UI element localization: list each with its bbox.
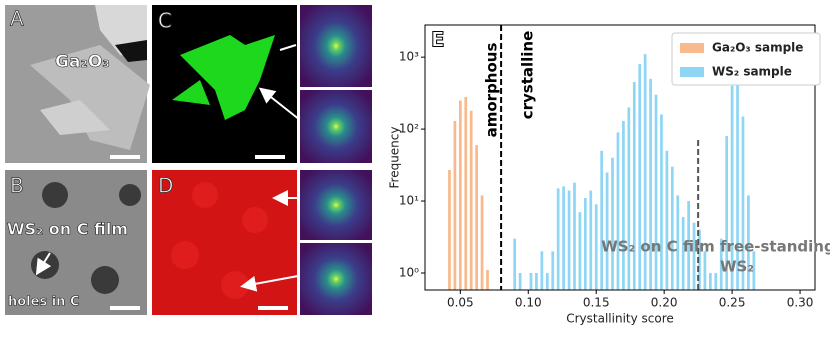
- bar: [464, 96, 468, 290]
- bar: [594, 204, 598, 290]
- bar: [469, 110, 473, 290]
- annotation: amorphous: [483, 43, 501, 138]
- bar: [458, 100, 462, 290]
- bar: [562, 186, 565, 290]
- annotation: crystalline: [519, 31, 537, 120]
- bar: [709, 272, 712, 290]
- bar: [638, 64, 642, 290]
- panel-label: B: [10, 174, 24, 198]
- legend-label: Ga₂O₃ sample: [712, 41, 803, 55]
- bar: [730, 85, 734, 291]
- annotation: WS₂ on C film: [601, 238, 714, 256]
- bar: [752, 251, 756, 290]
- y-tick-label: 10¹: [399, 194, 419, 208]
- bar: [535, 272, 538, 290]
- legend-label: WS₂ sample: [712, 65, 792, 79]
- legend-swatch: [680, 67, 704, 77]
- panel-b: B WS₂ on C film holes in C: [5, 170, 147, 315]
- fft-thumbnails: [300, 5, 372, 315]
- bar: [573, 182, 576, 290]
- x-tick-label: 0.10: [515, 296, 542, 310]
- bar: [725, 136, 729, 290]
- bar: [486, 270, 489, 290]
- histogram-panel: 0.05 0.10 0.15 0.20 0.25 0.30 10⁰ 10¹ 10² 10³ Crys…: [388, 24, 830, 326]
- panel-d: D: [152, 170, 299, 315]
- x-tick-label: 0.30: [787, 296, 814, 310]
- bar: [518, 272, 522, 290]
- bar: [622, 120, 625, 290]
- bar: [660, 114, 663, 290]
- bar: [698, 229, 701, 290]
- bar: [605, 172, 609, 290]
- bar: [513, 238, 517, 290]
- bar: [687, 201, 690, 290]
- bar: [540, 251, 544, 290]
- bar: [475, 145, 478, 290]
- bar: [654, 94, 658, 290]
- bar: [627, 107, 631, 290]
- bar: [736, 68, 739, 290]
- annotation: WS₂: [720, 258, 754, 276]
- panel-label: D: [158, 174, 173, 198]
- legend-box: [671, 32, 821, 86]
- bar: [529, 272, 533, 290]
- bar: [583, 198, 587, 290]
- bar: [589, 190, 593, 290]
- x-tick-label: 0.05: [447, 296, 474, 310]
- annotation: free-standing: [720, 238, 830, 256]
- bar: [551, 251, 555, 290]
- panel-c: C: [152, 5, 301, 163]
- panel-label: C: [158, 9, 172, 33]
- bar: [600, 150, 604, 290]
- x-tick-label: 0.20: [651, 296, 678, 310]
- bar: [448, 170, 451, 290]
- bar: [719, 238, 723, 290]
- bar: [692, 222, 696, 290]
- bar: [556, 188, 560, 290]
- image-label: Ga₂O₃: [55, 52, 110, 72]
- bar: [480, 195, 484, 290]
- image-label: WS₂ on C film: [7, 220, 128, 239]
- bar: [747, 195, 750, 290]
- bar: [578, 212, 582, 290]
- x-tick-label: 0.25: [719, 296, 746, 310]
- bar: [681, 217, 685, 290]
- bar: [741, 116, 745, 290]
- bar: [453, 120, 457, 290]
- bar: [665, 150, 669, 290]
- bar: [611, 157, 614, 290]
- legend-swatch: [680, 43, 704, 53]
- bar: [567, 190, 571, 290]
- image-label: holes in C: [8, 295, 80, 310]
- y-tick-label: 10²: [399, 122, 419, 136]
- x-axis-label: Crystallinity score: [566, 312, 674, 326]
- bar: [649, 78, 652, 290]
- y-tick-label: 10³: [399, 50, 419, 64]
- bar: [643, 54, 647, 291]
- panel-label: E: [431, 28, 445, 52]
- bar: [616, 132, 620, 290]
- x-tick-label: 0.15: [583, 296, 610, 310]
- bar: [632, 82, 636, 291]
- bar: [703, 251, 707, 290]
- panel-label: A: [10, 7, 24, 31]
- axes-frame: [424, 24, 816, 291]
- bar: [676, 195, 680, 290]
- bar: [670, 166, 674, 290]
- bar: [545, 272, 549, 290]
- bar: [714, 272, 718, 290]
- y-tick-label: 10⁰: [399, 265, 419, 279]
- y-axis-label: Frequency: [388, 127, 402, 189]
- panel-a: A Ga₂O₃: [5, 5, 150, 163]
